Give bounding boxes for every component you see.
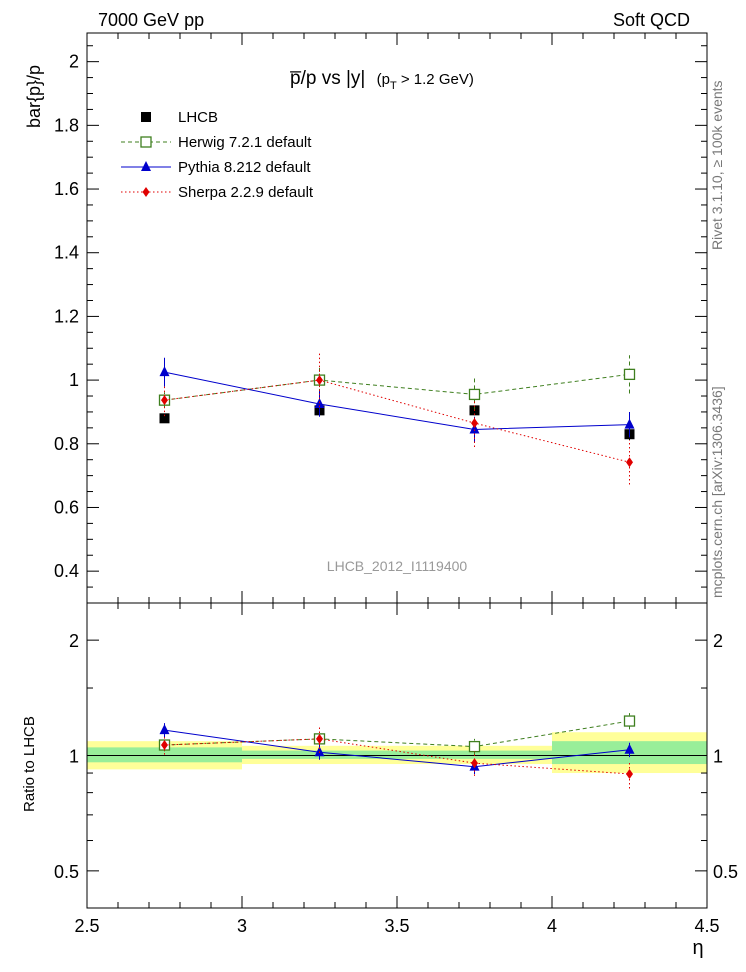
main-ytick-label: 1.4	[54, 243, 79, 263]
rivet-label: Rivet 3.1.10, ≥ 100k events	[709, 80, 725, 250]
ratio-pythia-point	[314, 746, 325, 757]
main-ytick-label: 1	[69, 370, 79, 390]
main-title-sub-rest: > 1.2 GeV)	[397, 71, 474, 88]
ratio-ytick-label-left: 1	[69, 747, 79, 767]
legend-pythia-label: Pythia 8.212 default	[178, 159, 311, 176]
legend-lhcb-marker	[141, 112, 151, 122]
ratio-xtick-label: 4.5	[694, 916, 719, 936]
header-right: Soft QCD	[613, 10, 690, 30]
main-ytick-label: 0.6	[54, 497, 79, 517]
ratio-ytick-label-right: 2	[713, 631, 723, 651]
legend-herwig-marker	[140, 136, 152, 148]
ratio-pythia-line	[164, 729, 630, 768]
ratio-sherpa-point	[316, 733, 323, 744]
header-left: 7000 GeV pp	[98, 10, 204, 30]
legend-sherpa-marker	[142, 187, 150, 197]
main-ytick-label: 1.8	[54, 115, 79, 135]
legend-pythia-marker	[141, 161, 151, 171]
ratio-herwig-point	[623, 715, 636, 727]
ratio-xtick-label: 2.5	[74, 916, 99, 936]
ratio-xtick-label: 3	[237, 916, 247, 936]
main-sherpa-point	[471, 418, 478, 429]
ratio-sherpa-point	[626, 768, 633, 779]
mcplots-label: mcplots.cern.ch [arXiv:1306.3436]	[709, 386, 725, 598]
main-sherpa-point	[161, 395, 168, 406]
ratio-ytick-label-left: 2	[69, 631, 79, 651]
ratio-panel: 0.5 0.5 1 1 2 2 2.5 3 3.5 4 4.5 Ratio to LHCB η	[21, 602, 738, 959]
main-ytick-label: 0.4	[54, 561, 79, 581]
x-axis-label: η	[692, 937, 703, 959]
main-pythia-line	[164, 371, 630, 430]
ratio-ylabel: Ratio to LHCB	[21, 716, 38, 812]
main-title: p̅/p vs |y| (pT > 1.2 GeV)	[290, 68, 474, 92]
main-herwig-point	[468, 388, 481, 401]
ratio-xtick-label: 4	[547, 916, 557, 936]
ratio-frame-overlay	[86, 602, 708, 909]
ratio-ytick-label-right: 0.5	[713, 862, 738, 882]
main-sherpa-line	[164, 379, 630, 463]
main-series	[158, 353, 636, 485]
ratio-herwig-line	[164, 720, 630, 748]
main-ylabel: bar{p}/p	[24, 65, 44, 128]
ratio-herwig-point	[468, 740, 481, 753]
main-ticks: 0.4 0.6 0.8 1 1.2 1.4 1.6 1.8 2	[54, 33, 708, 604]
main-sherpa-point	[316, 375, 323, 386]
analysis-tag: LHCB_2012_I1119400	[327, 558, 468, 574]
legend-lhcb-label: LHCB	[178, 109, 218, 126]
legend-herwig-label: Herwig 7.2.1 default	[178, 134, 312, 151]
main-title-sub: (p	[377, 71, 390, 88]
legend: LHCB Herwig 7.2.1 default Pythia 8.212 def…	[121, 109, 314, 201]
ratio-sherpa-point	[161, 740, 168, 751]
ratio-sherpa-point	[471, 758, 478, 769]
main-herwig-point	[623, 368, 636, 381]
ratio-xtick-label: 3.5	[384, 916, 409, 936]
main-pythia-point	[624, 418, 635, 429]
main-ytick-label: 0.8	[54, 434, 79, 454]
main-pythia-point	[469, 423, 480, 434]
ratio-pythia-point	[159, 724, 170, 735]
ratio-ytick-label-left: 0.5	[54, 862, 79, 882]
ratio-band-green	[87, 747, 242, 763]
main-pythia-point	[159, 366, 170, 377]
main-herwig-line	[164, 373, 630, 401]
legend-sherpa-label: Sherpa 2.2.9 default	[178, 184, 314, 201]
main-title-sub-index: T	[390, 80, 397, 92]
ratio-bands	[87, 732, 707, 774]
ratio-pythia-point	[624, 743, 635, 754]
main-title-text: p̅/p vs |y|	[290, 68, 366, 89]
main-ytick-label: 1.2	[54, 306, 79, 326]
ratio-series	[158, 713, 636, 789]
main-ytick-label: 1.6	[54, 179, 79, 199]
main-ytick-label: 2	[69, 52, 79, 72]
main-sherpa-point	[626, 457, 633, 468]
ratio-ytick-label-right: 1	[713, 747, 723, 767]
main-lhcb-point	[159, 413, 170, 424]
main-panel: 0.4 0.6 0.8 1 1.2 1.4 1.6 1.8 2 p̅/p vs |y| (pT …	[24, 32, 708, 604]
